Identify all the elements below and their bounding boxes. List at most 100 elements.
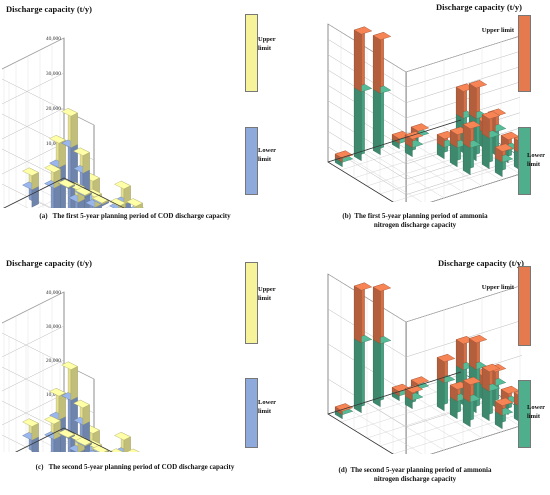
bar-upper-4-4 [462,120,482,149]
bar-lower-0-3-face-side [31,186,39,208]
z-axis-line [3,177,65,208]
panel-a-caption-text: The first 5-year planning period of COD … [52,212,231,220]
panel-c-y-title: Discharge capacity (t/y) [6,258,92,268]
bar-upper-2-0-face-top [372,283,392,292]
bar-upper-5-5-face-top [494,397,514,407]
panel-b-plot: 020040060080010001200140016001800 [327,23,520,202]
bar-upper-3-3 [73,147,90,174]
bar-upper-2-4-face-top [44,164,61,173]
bar-upper-5-3 [468,80,488,120]
bar-lower-2-0 [372,335,392,408]
panel-c-legend-upper-label: Upper limit [258,285,276,303]
panel-c-caption-letter: (c) [35,463,44,471]
bar-upper-3-1-face-top [404,384,424,394]
panel-d-y-title: Discharge capacity (t/y) [438,258,524,268]
bar-upper-5-3-face-top [468,80,488,89]
panel-a-legend-lower-text: Lower limit [258,147,276,163]
panel-c-caption: (c) The second 5-year planning period of… [0,463,270,472]
bar-upper-3-4 [61,107,78,149]
panel-c-legend-upper-text: Upper limit [258,286,276,302]
bar-lower-1-0-face-side [353,338,362,414]
bar-upper-4-1-face-top [114,180,131,190]
bar-upper-0-0-face-top [334,150,354,159]
bar-lower-2-0-face-side [372,339,381,408]
panel-d-legend-upper-text: Upper limit [481,284,514,291]
panel-d-caption-line1: The second 5-year planning period of amm… [350,466,492,474]
bar-upper-2-0-face-top [372,31,392,41]
bar-upper-4-0-face-top [410,376,430,385]
panel-c-legend-lower-text: Lower limit [258,399,276,415]
floor-gridline [27,195,53,208]
panel-b-legend-upper-swatch [518,15,531,92]
panel-a-y-title: Discharge capacity (t/y) [6,4,92,14]
panel-b-caption-line2: nitrogen discharge capacity [373,221,457,229]
bar-upper-4-1 [114,180,131,206]
y-tick-label: 20,000 [46,358,61,364]
bar-upper-4-0 [126,198,143,208]
panel-c-legend-lower-swatch [245,378,258,448]
bar-upper-1-0-face-top [353,282,373,291]
bar-upper-0-0-face-top [58,429,75,438]
bar-upper-2-0 [372,31,392,94]
panel-d-plot: 0500100015002000 [327,273,522,454]
bar-lower-2-0-face-side [372,88,381,156]
panel-d-chart: 0500100015002000 [327,273,522,454]
bar-upper-4-4-face-top [462,120,482,130]
bar-lower-4-0-face-top [129,206,137,208]
bar-lower-4-2-face-side [436,378,445,412]
panel-b-chart: 020040060080010001200140016001800 [327,23,520,202]
bar-upper-4-4 [462,376,482,403]
side-wall [2,291,65,452]
bar-upper-1-0-face-side [353,285,362,344]
bar-upper-3-5-face-top [49,135,66,144]
bar-upper-5-2-face-side [455,86,464,119]
bar-upper-0-0 [334,403,354,416]
bar-upper-4-1-face-top [114,431,131,441]
bar-upper-5-3-face-side [468,338,477,370]
bar-upper-1-0 [353,26,373,93]
bar-upper-3-0 [109,448,124,452]
panel-a-legend-upper-swatch [245,14,258,92]
bar-upper-4-4-face-top [462,376,482,386]
panel-d-legend-lower-text: Lower limit [527,404,545,420]
panel-d-caption: (d) The second 5-year planning period of… [282,466,548,484]
bar-upper-5-3-face-side [468,83,477,120]
bar-upper-0-0 [58,429,75,439]
panel-b-legend-upper-label: Upper limit [462,26,514,35]
bar-upper-1-0-face-top [353,26,373,35]
bar-upper-3-3-face-side [82,152,90,174]
y-tick-label: 10,000 [46,141,61,147]
bar-upper-0-3 [22,167,39,191]
bar-upper-3-5-face-top [49,387,66,397]
z-axis-line [327,161,394,202]
panel-b-caption: (b) The first 5-year planning period of … [282,212,548,230]
panel-b-legend-lower-swatch [518,127,531,195]
bar-upper-3-4-face-side [70,366,78,401]
bar-upper-2-0-face-side [372,286,381,345]
bar-lower-1-0 [353,83,373,162]
bar-upper-5-3 [468,334,488,370]
bar-upper-3-4-face-top [61,361,78,370]
panel-b-legend-upper-text: Upper limit [481,27,514,34]
panel-a-legend-upper-label: Upper limit [258,35,276,53]
bar-upper-5-2 [455,336,475,371]
x-axis-line [327,371,462,415]
bar-lower-2-4-face-side [53,184,61,208]
bar-upper-4-2 [436,353,456,384]
bar-upper-3-0-face-top [109,198,126,207]
bar-upper-5-5 [494,397,514,416]
bar-upper-3-4-face-top [61,108,78,117]
panel-d-legend-lower-label: Lower limit [527,403,549,421]
bar-lower-2-0 [372,85,392,156]
bar-upper-3-0 [109,198,126,208]
z-axis-line [15,427,65,452]
bar-upper-3-3-face-side [82,404,90,426]
bar-upper-3-4 [61,361,78,401]
bar-upper-4-0 [126,448,140,452]
panel-a-legend-lower-swatch [245,127,258,195]
bar-upper-2-4-face-top [44,415,61,425]
bar-upper-5-4 [481,363,501,392]
